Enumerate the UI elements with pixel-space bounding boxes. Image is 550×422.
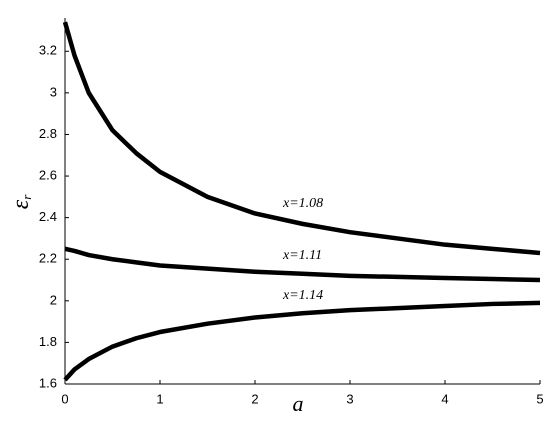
x-tick-label: 1 — [156, 391, 163, 406]
x-tick-label: 5 — [536, 391, 543, 406]
curve — [62, 21, 541, 256]
curve-label: x=1.11 — [282, 248, 322, 263]
x-tick-label: 0 — [61, 391, 68, 406]
x-axis-label: a — [293, 391, 304, 416]
curve — [64, 246, 541, 283]
y-tick-label: 3.2 — [39, 43, 57, 58]
y-tick-label: 2 — [50, 292, 57, 307]
y-tick-label: 2.2 — [39, 251, 57, 266]
y-axis-label: εr — [8, 194, 34, 209]
y-tick-label: 1.8 — [39, 334, 57, 349]
y-tick-label: 2.6 — [39, 167, 57, 182]
x-tick-label: 3 — [346, 391, 353, 406]
curve-label: x=1.14 — [282, 288, 323, 303]
y-tick-label: 2.8 — [39, 126, 57, 141]
y-label-subscript: r — [19, 194, 34, 200]
x-tick-label: 2 — [251, 391, 258, 406]
x-tick-label: 4 — [441, 391, 448, 406]
y-tick-label: 2.4 — [39, 209, 57, 224]
curve-label: x=1.08 — [282, 196, 323, 211]
y-tick-label: 1.6 — [39, 375, 57, 390]
curve — [63, 300, 541, 382]
y-tick-label: 3 — [50, 84, 57, 99]
y-label-symbol: ε — [8, 199, 34, 209]
